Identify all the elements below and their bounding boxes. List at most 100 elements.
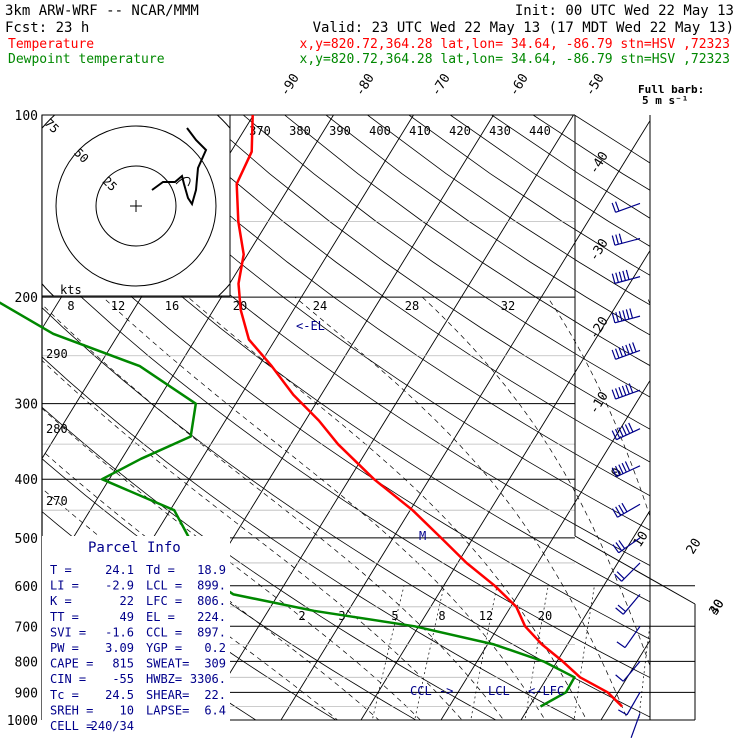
barb-flag <box>621 346 627 356</box>
parcel-row-value: 0.2 <box>204 641 226 655</box>
dry-adiabat <box>42 259 650 679</box>
parcel-info-background <box>42 536 230 732</box>
isotherm-label: -80 <box>353 71 378 99</box>
wind-barb <box>611 342 641 360</box>
barb-speed-label: 5 m s⁻¹ <box>642 94 688 107</box>
barb-shaft <box>616 465 641 478</box>
parcel-row-value: 224. <box>197 610 226 624</box>
model-title: 3km ARW-WRF -- NCAR/MMM <box>5 3 199 19</box>
isotherm-label: -60 <box>507 71 532 99</box>
mixing-ratio-line <box>470 585 498 720</box>
barb-shaft <box>622 660 641 682</box>
dry-adiabat <box>242 115 650 398</box>
barb-flag <box>628 383 634 394</box>
wind-barb <box>611 461 641 478</box>
barb-flag <box>611 235 616 246</box>
barb-flag <box>614 428 621 439</box>
barb-shaft <box>616 428 641 441</box>
pressure-label: 600 <box>15 580 38 595</box>
moist-adiabat <box>42 407 421 720</box>
temperature-location: x,y=820.72,364.28 lat,lon= 34.64, -86.79… <box>300 37 730 52</box>
barb-flag <box>611 467 617 478</box>
dry-adiabat <box>491 115 650 219</box>
isotherm-line <box>360 249 650 720</box>
isotherm-label: 40 <box>707 597 728 618</box>
parcel-row-label: YGP = <box>146 641 182 655</box>
dry-adiabat <box>408 115 650 276</box>
parcel-row-label: CAPE = <box>50 657 93 671</box>
isotherm-label: -10 <box>587 389 612 417</box>
barb-flag <box>617 604 627 612</box>
skew-edge <box>574 535 696 605</box>
barb-flag <box>618 233 623 244</box>
parcel-row-label: EL = <box>146 610 175 624</box>
barb-flag <box>611 508 619 518</box>
sounding-profiles: <-EL CCL -> LCL <-LFC M <box>0 114 623 708</box>
sounding-annotation: M <box>419 529 426 543</box>
adiabat-label: 270 <box>46 494 68 508</box>
barb-shaft <box>622 594 641 615</box>
wind-barb <box>616 625 641 649</box>
mixing-ratio-line <box>573 585 595 720</box>
wind-barb <box>611 269 641 284</box>
pressure-label: 800 <box>15 655 38 670</box>
barb-flag <box>622 270 627 281</box>
parcel-row-value: 309 <box>204 657 226 671</box>
barb-flag <box>615 348 620 359</box>
theta-label: 400 <box>369 124 391 138</box>
barb-flag <box>618 427 624 437</box>
barb-flag <box>611 349 617 360</box>
parcel-row-value: 24.5 <box>105 688 134 702</box>
barb-shaft <box>617 503 641 518</box>
barb-shaft <box>615 202 641 213</box>
wind-barb <box>612 537 641 554</box>
barb-shaft <box>618 537 641 554</box>
barb-flag <box>621 462 627 473</box>
dry-adiabat <box>42 406 497 720</box>
barb-flag <box>624 424 631 434</box>
moist-adiabat <box>42 303 505 720</box>
wind-barb <box>611 383 641 400</box>
hodograph-ring <box>55 125 217 287</box>
barb-shaft <box>621 562 641 582</box>
isobars: 100 200 300 400 500 600 700 800 900 1000 <box>7 109 695 729</box>
isotherm-line <box>280 119 650 720</box>
pressure-label: 700 <box>15 620 38 635</box>
hodograph-speed-label: 16 <box>165 299 179 313</box>
barb-flag <box>618 464 624 474</box>
parcel-row-value: 3306. <box>190 672 226 686</box>
parcel-row-value: 6.4 <box>204 703 226 717</box>
parcel-row-value: -1.6 <box>105 625 134 639</box>
parcel-row-label: K = <box>50 594 72 608</box>
parcel-row-label: Td = <box>146 563 175 577</box>
dry-adiabat <box>367 115 650 306</box>
parcel-row-value: 897. <box>197 625 226 639</box>
barb-flag <box>628 422 634 433</box>
parcel-row-label: SREH = <box>50 703 93 717</box>
mixing-ratio-label: 5 <box>391 609 398 623</box>
barb-shaft <box>626 692 641 716</box>
dry-adiabat <box>42 307 650 718</box>
barb-flag <box>612 544 620 554</box>
dewpoint-line <box>0 301 576 708</box>
wind-barb <box>611 502 641 518</box>
mixing-ratio-label: 8 <box>438 609 445 623</box>
wind-barb <box>611 308 641 324</box>
barb-flag <box>621 385 627 396</box>
isotherm-line <box>440 379 650 720</box>
theta-label: 370 <box>249 124 271 138</box>
parcel-row-label: LFC = <box>146 594 182 608</box>
barb-flag <box>625 269 630 280</box>
moist-adiabat <box>422 296 650 667</box>
parcel-row-label: CCL = <box>146 625 182 639</box>
hodograph-speed-label: kts <box>60 283 82 297</box>
temperature-label: Temperature <box>8 37 94 52</box>
sounding-annotation: <-EL <box>296 319 325 333</box>
barb-flag <box>618 311 623 322</box>
barb-flag <box>621 502 628 513</box>
moist-adiabat <box>42 359 463 720</box>
barb-flag <box>616 641 626 649</box>
valid-time: Valid: 23 UTC Wed 22 May 13 (17 MDT Wed … <box>313 20 734 36</box>
isotherm-line <box>520 509 650 720</box>
dewpoint-location: x,y=820.72,364.28 lat,lon= 34.64, -86.79… <box>300 52 730 67</box>
